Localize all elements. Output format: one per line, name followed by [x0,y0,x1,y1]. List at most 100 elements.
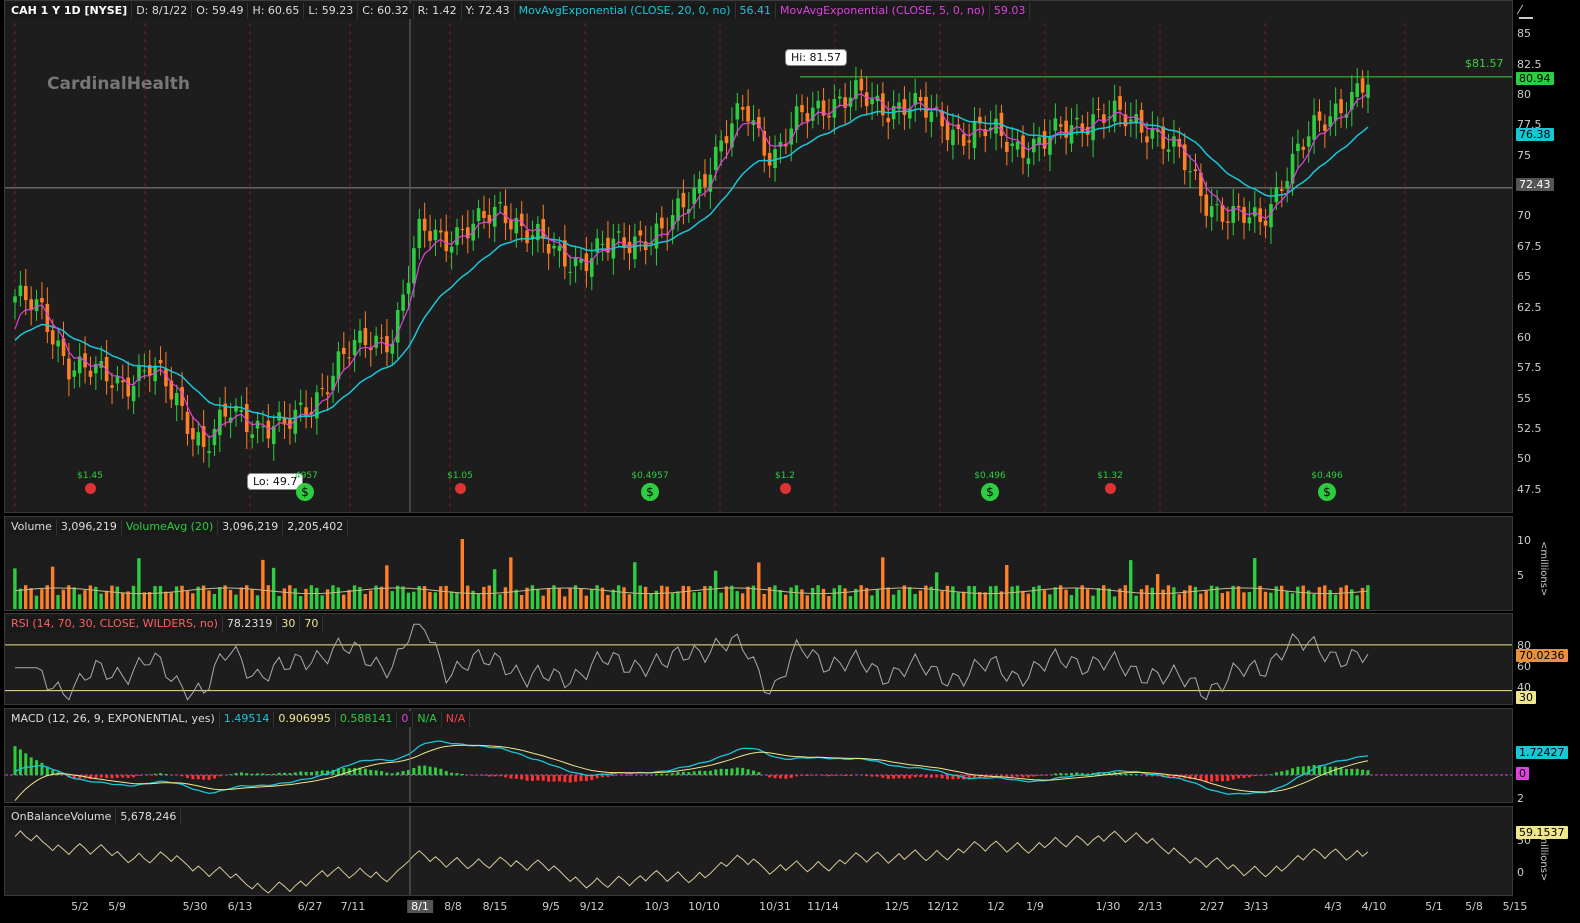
candle-body [1107,116,1112,118]
volume-bar [271,567,276,609]
macd-histogram-bar [805,775,809,777]
volume-panel[interactable]: Volume 3,096,219 VolumeAvg (20) 3,096,21… [4,516,1513,611]
macd-histogram-bar [353,767,357,775]
date-readout: D: 8/1/22 [132,3,193,19]
volume-bar [1021,590,1025,609]
candle-body [546,243,551,254]
macd-histogram-bar [1274,772,1278,775]
candle-body [250,434,254,438]
candle-body [730,123,734,148]
macd-histogram-bar [768,775,772,778]
volume-bar [687,586,691,609]
candle-body [158,360,163,364]
volume-bar [837,585,842,609]
volume-bar [897,589,901,609]
macd-histogram-bar [999,775,1003,776]
macd-histogram-bar [1285,770,1289,775]
price-panel[interactable]: CAH 1 Y 1D [NYSE] D: 8/1/22 O: 59.49 H: … [4,0,1513,513]
event-marker-earnings[interactable]: $1.2 [763,471,807,497]
volume-extra-value: 2,205,402 [283,519,349,535]
price-tick: 55 [1517,391,1531,405]
macd-panel[interactable]: MACD (12, 26, 9, EXPONENTIAL, yes) 1.495… [4,708,1513,803]
event-marker-earnings[interactable]: $1.05 [438,471,482,497]
volume-bar [719,592,723,609]
volume-bar [870,595,874,609]
candle-body [859,78,864,91]
macd-histogram-bar [1053,773,1057,775]
volume-bar [1091,595,1095,609]
volume-bar [509,557,513,609]
volume-bar [131,585,136,609]
volume-bar [810,587,815,609]
volume-bar [633,562,637,609]
macd-na1: N/A [413,711,442,727]
candle-body [638,230,643,236]
price-tick: 80 [1517,87,1531,101]
macd-histogram-bar [487,775,491,777]
candle-body [379,337,384,339]
volume-bar [999,591,1004,609]
event-marker-earnings[interactable]: $1.32 [1088,471,1132,497]
macd-histogram-bar [1312,764,1316,775]
macd-histogram-bar [164,773,168,775]
volume-bar [336,587,341,609]
volume-bar [1209,585,1214,609]
ema5-label[interactable]: MovAvgExponential (CLOSE, 5, 0, no) [776,3,990,19]
macd-histogram-bar [541,775,545,781]
volume-bar [1339,587,1343,609]
volume-bar [1064,589,1068,609]
candle-body [1215,204,1219,206]
macd-histogram-bar [1032,775,1036,777]
volume-label[interactable]: Volume [7,519,57,535]
volume-bar [606,595,610,609]
volume-avg-label[interactable]: VolumeAvg (20) [121,519,219,535]
obv-chart [14,807,1369,895]
event-marker-dividend[interactable]: $0.4957 $ [628,471,672,501]
volume-bar [924,585,928,609]
macd-histogram-bar [88,775,92,780]
rsi-panel[interactable]: RSI (14, 70, 30, CLOSE, WILDERS, no) 78.… [4,613,1513,705]
volume-bar [762,594,766,609]
macd-label[interactable]: MACD (12, 26, 9, EXPONENTIAL, yes) [7,711,220,727]
macd-histogram-bar [1118,772,1122,775]
obv-panel[interactable]: OnBalanceVolume 5,678,246 [4,806,1513,896]
volume-bar [1290,593,1295,609]
macd-histogram-bar [115,775,119,778]
volume-bar [444,585,448,609]
volume-bar [1107,588,1111,609]
obv-header: OnBalanceVolume 5,678,246 [7,809,182,825]
candle-body [1129,119,1133,122]
event-marker-dividend[interactable]: .4957 $ [283,471,327,501]
macd-histogram-bar [277,772,281,775]
macd-histogram-bar [1043,775,1047,776]
volume-bar [665,586,669,609]
volume-bar [191,593,195,609]
volume-bar [315,587,319,609]
macd-histogram-bar [385,772,389,775]
volume-bar [18,588,22,609]
candle-body [1031,138,1036,153]
candle-body [536,223,540,241]
macd-histogram-bar [35,760,39,775]
macd-histogram-bar [250,773,254,775]
event-marker-dividend[interactable]: $0.496 $ [968,471,1012,501]
candle-body [77,356,82,374]
volume-bar [433,592,438,609]
candle-body [363,328,368,346]
low-readout: L: 59.23 [304,3,359,19]
candle-body [1042,131,1047,149]
event-marker-earnings[interactable]: $1.45 [68,471,112,497]
event-marker-dividend[interactable]: $0.496 $ [1305,471,1349,501]
obv-label[interactable]: OnBalanceVolume [7,809,117,825]
candle-body [1182,144,1187,171]
candle-body [121,380,125,383]
volume-bar [390,591,394,609]
candle-body [358,330,362,343]
symbol-label[interactable]: CAH 1 Y 1D [NYSE] [7,3,133,19]
collapse-icon[interactable]: ⁄ [1519,4,1533,19]
candle-body [525,230,529,244]
macd-histogram-bar [784,775,788,779]
macd-histogram-bar [681,771,685,775]
ema20-label[interactable]: MovAvgExponential (CLOSE, 20, 0, no) [514,3,736,19]
rsi-label[interactable]: RSI (14, 70, 30, CLOSE, WILDERS, no) [7,616,223,632]
